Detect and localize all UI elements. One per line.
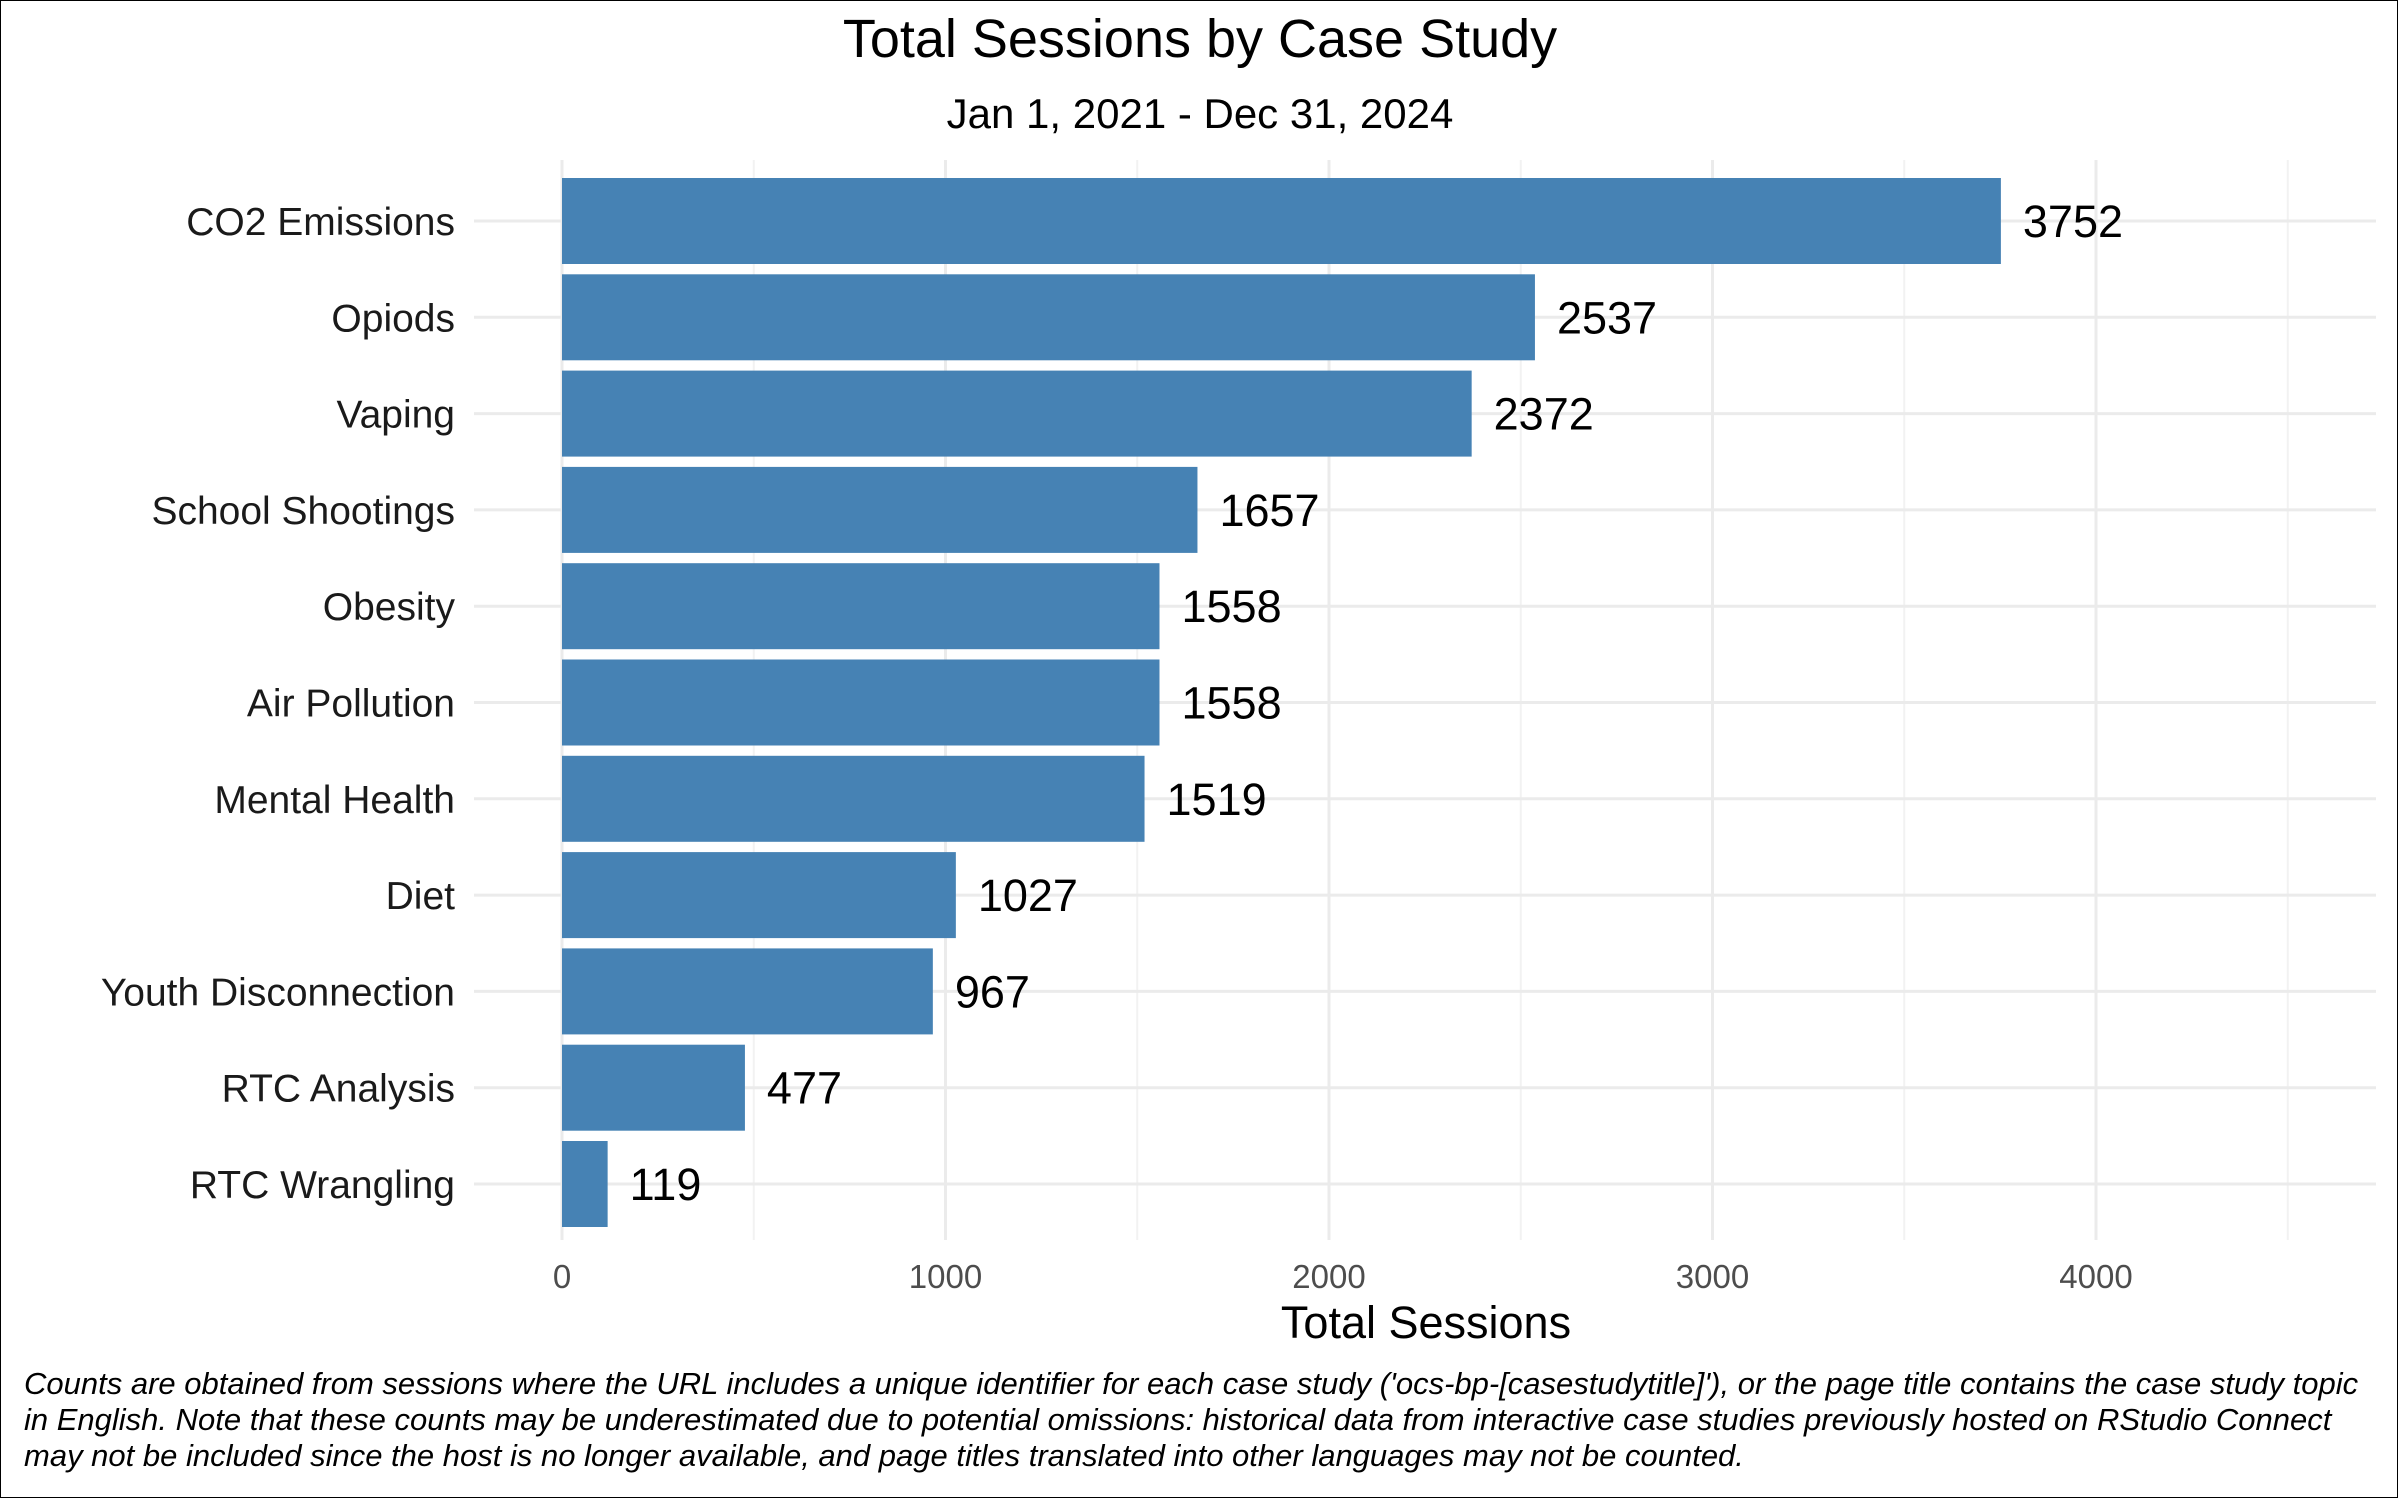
bar [562, 1044, 745, 1131]
x-tick-label: 0 [553, 1258, 571, 1295]
value-label: 2537 [1557, 292, 1657, 343]
bar [562, 659, 1160, 746]
category-label: School Shootings [151, 490, 455, 533]
category-label: CO2 Emissions [186, 201, 455, 244]
x-tick-label: 3000 [1676, 1258, 1749, 1295]
category-label: RTC Analysis [222, 1068, 455, 1111]
value-label: 1519 [1167, 774, 1267, 825]
category-label: Opiods [331, 297, 455, 340]
value-label: 1657 [1219, 485, 1319, 536]
x-axis-title: Total Sessions [1281, 1297, 1571, 1348]
x-tick-label: 4000 [2059, 1258, 2132, 1295]
value-label: 1027 [978, 870, 1078, 921]
category-label: Air Pollution [247, 683, 455, 726]
bar [562, 178, 2001, 264]
bar [562, 563, 1160, 650]
x-tick-label: 2000 [1292, 1258, 1365, 1295]
value-label: 967 [955, 966, 1030, 1017]
category-label: Youth Disconnection [101, 971, 455, 1014]
category-label: Obesity [323, 586, 456, 629]
value-label: 477 [767, 1063, 842, 1114]
chart-subtitle: Jan 1, 2021 - Dec 31, 2024 [947, 90, 1454, 137]
value-label: 3752 [2023, 196, 2123, 247]
value-label: 2372 [1494, 389, 1594, 440]
x-axis-ticks: 0 1000 2000 3000 4000 [553, 1258, 2133, 1295]
value-label: 1558 [1181, 678, 1281, 729]
value-labels: 3752 2537 2372 1657 1558 1558 1519 1027 967 477 11… [630, 196, 2123, 1210]
category-label: RTC Wrangling [190, 1164, 455, 1207]
bar [562, 852, 956, 939]
category-labels: CO2 Emissions Opiods Vaping School Shooting… [101, 201, 456, 1207]
category-label: Diet [386, 875, 456, 918]
category-label: Mental Health [214, 779, 455, 822]
bar [562, 948, 933, 1035]
bar [562, 755, 1145, 842]
value-label: 119 [630, 1159, 702, 1210]
bars [562, 178, 2001, 1227]
x-tick-label: 1000 [909, 1258, 982, 1295]
chart-caption: Counts are obtained from sessions where … [24, 1366, 2359, 1473]
category-label: Vaping [336, 394, 455, 437]
bar [562, 466, 1198, 553]
bar [562, 1141, 608, 1227]
bar [562, 274, 1535, 361]
value-label: 1558 [1181, 581, 1281, 632]
bar [562, 370, 1472, 457]
chart-title: Total Sessions by Case Study [843, 9, 1557, 69]
